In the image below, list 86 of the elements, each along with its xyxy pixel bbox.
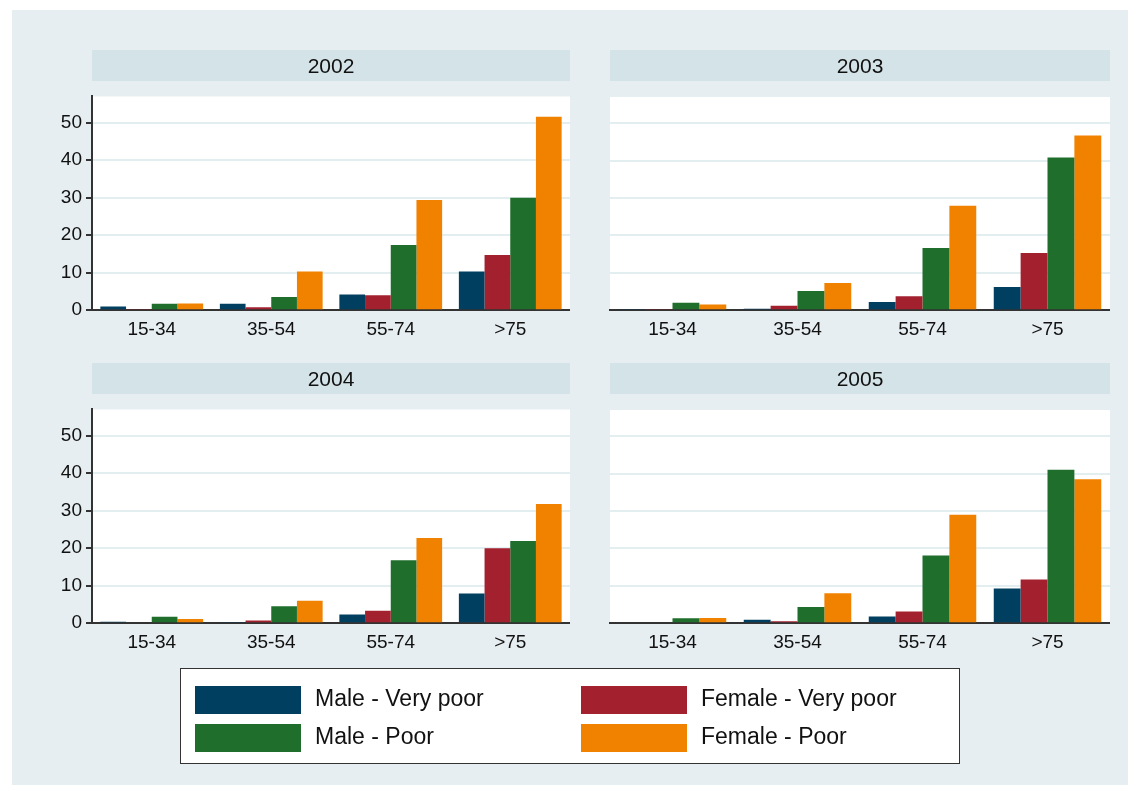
bar xyxy=(510,541,536,623)
chart-title: 2003 xyxy=(610,50,1110,81)
bar xyxy=(535,503,562,623)
y-tick-label: 20 xyxy=(60,536,82,558)
legend-label: Male - Poor xyxy=(315,723,434,749)
x-tick-label: 35-54 xyxy=(246,630,296,652)
bar xyxy=(339,614,366,623)
chart-title: 2002 xyxy=(92,50,570,81)
bar xyxy=(339,294,366,310)
bar xyxy=(1047,157,1075,310)
bar xyxy=(510,197,536,310)
bar xyxy=(868,616,896,623)
bar xyxy=(895,296,923,310)
bar xyxy=(949,514,977,623)
bar xyxy=(993,287,1021,310)
legend-label: Female - Poor xyxy=(701,723,847,749)
bar xyxy=(271,297,297,310)
x-tick-label: 55-74 xyxy=(898,630,948,652)
bar xyxy=(1020,252,1048,310)
x-tick-label: 35-54 xyxy=(773,317,823,339)
bar xyxy=(245,307,272,310)
x-tick-label: 35-54 xyxy=(246,317,296,339)
bar xyxy=(797,607,825,623)
x-tick-label: >75 xyxy=(494,630,527,652)
bar xyxy=(296,271,323,310)
bar xyxy=(365,295,391,310)
bar xyxy=(365,610,391,623)
x-tick-label: >75 xyxy=(1031,317,1064,339)
bar xyxy=(1074,135,1102,310)
x-tick-label: 15-34 xyxy=(648,630,698,652)
x-tick-label: 15-34 xyxy=(648,317,698,339)
bar xyxy=(1020,579,1048,623)
legend-label: Female - Very poor xyxy=(701,685,897,711)
bar xyxy=(219,303,246,310)
legend-label: Male - Very poor xyxy=(315,685,484,711)
bar xyxy=(824,282,852,310)
y-tick-label: 0 xyxy=(71,298,82,320)
y-tick-label: 30 xyxy=(60,185,82,207)
x-tick-label: 15-34 xyxy=(127,317,177,339)
bar xyxy=(390,560,417,623)
bar xyxy=(797,291,825,310)
y-tick-label: 10 xyxy=(60,260,82,282)
y-tick-label: 50 xyxy=(60,110,82,132)
bar xyxy=(484,255,511,310)
bar xyxy=(100,306,127,310)
y-tick-label: 0 xyxy=(71,611,82,633)
chart-title: 2005 xyxy=(610,363,1110,394)
bar xyxy=(271,606,297,623)
x-tick-label: 15-34 xyxy=(127,630,177,652)
bar xyxy=(296,600,323,623)
bar xyxy=(699,617,727,623)
bar xyxy=(824,593,852,623)
y-tick-label: 40 xyxy=(60,461,82,483)
x-tick-label: >75 xyxy=(1031,630,1064,652)
bar xyxy=(1074,479,1102,623)
x-tick-label: >75 xyxy=(494,317,527,339)
chart-title: 2004 xyxy=(92,363,570,394)
bar xyxy=(416,199,443,310)
x-tick-label: 35-54 xyxy=(773,630,823,652)
bar xyxy=(458,593,485,623)
bar xyxy=(177,619,204,623)
bar xyxy=(458,271,485,310)
bar xyxy=(1047,469,1075,623)
bar xyxy=(672,618,700,623)
bar xyxy=(151,616,178,623)
x-tick-label: 55-74 xyxy=(898,317,948,339)
x-tick-label: 55-74 xyxy=(366,317,416,339)
bar xyxy=(177,303,204,310)
y-tick-label: 10 xyxy=(60,573,82,595)
bar xyxy=(416,538,443,623)
bar xyxy=(484,548,511,623)
bar xyxy=(672,302,700,310)
bar xyxy=(535,116,562,310)
bar xyxy=(922,248,950,310)
bar xyxy=(390,244,417,310)
bar xyxy=(922,555,950,623)
bar xyxy=(868,301,896,310)
bar xyxy=(895,611,923,623)
y-tick-label: 20 xyxy=(60,223,82,245)
x-tick-label: 55-74 xyxy=(366,630,416,652)
bar xyxy=(151,303,178,310)
bar xyxy=(949,205,977,310)
y-tick-label: 40 xyxy=(60,148,82,170)
y-tick-label: 30 xyxy=(60,498,82,520)
bar xyxy=(993,588,1021,623)
y-tick-label: 50 xyxy=(60,423,82,445)
